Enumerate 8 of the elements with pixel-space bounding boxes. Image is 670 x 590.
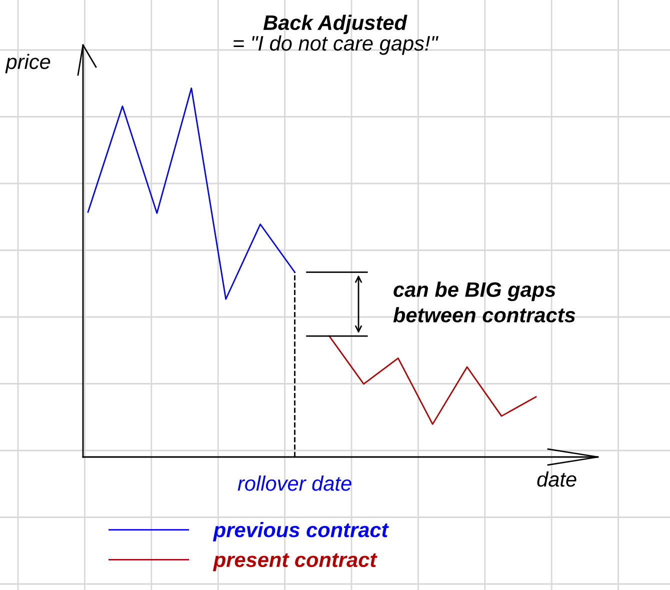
legend-label: previous contract [212,522,389,542]
chart-title: Back Adjusted [263,14,408,34]
x-axis-title: date [537,471,576,487]
legend-label: present contract [212,553,378,572]
text: rollover date [238,476,352,491]
annotation: can be BIG gaps between contracts [393,282,576,322]
y-axis-title: price [5,54,50,74]
chart-subtitle: = "I do not care gaps!" [234,35,438,55]
